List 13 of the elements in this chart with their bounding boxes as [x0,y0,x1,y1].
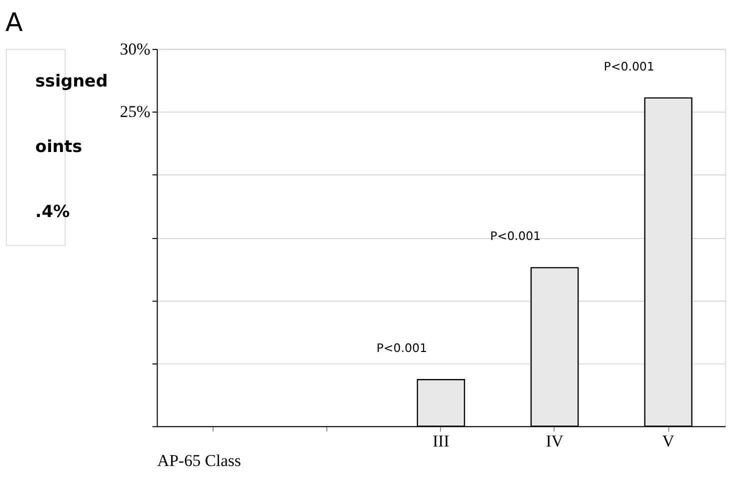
x-axis-title: AP-65 Class [157,450,241,470]
text: ssigned [35,71,108,90]
y-tick-label: 30% [120,39,151,58]
chart-title: A [5,8,24,38]
x-tick-label: V [662,431,674,450]
annotation: P<0.001 [604,59,654,74]
x-tick-label: IV [546,431,564,450]
text: .4% [35,202,70,222]
annotation: P<0.001 [490,229,541,244]
annotation: P<0.001 [376,341,428,356]
y-tick-label: 25% [120,102,151,122]
text: oints [35,136,82,156]
x-tick-label: III [432,431,450,450]
